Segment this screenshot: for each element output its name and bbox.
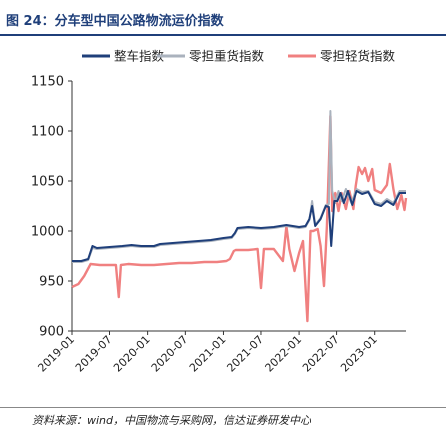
title-divider	[0, 34, 446, 36]
axes: 90095010001050110011502019-012019-072020…	[31, 75, 406, 375]
source-divider	[0, 407, 446, 408]
legend: 整车指数 零担重货指数 零担轻货指数	[82, 49, 396, 64]
series-line-1	[72, 190, 406, 262]
y-tick-label: 900	[39, 325, 64, 340]
y-tick-label: 1100	[31, 125, 64, 140]
chart-title: 图 24：分车型中国公路物流运价指数	[6, 14, 224, 29]
legend-label-1: 整车指数	[114, 49, 165, 64]
x-tick-label: 2022-07	[300, 333, 342, 375]
x-tick-label: 2022-01	[263, 333, 305, 375]
y-tick-label: 950	[39, 275, 64, 290]
x-tick-label: 2021-01	[187, 333, 229, 375]
x-tick-label: 2021-07	[224, 333, 266, 375]
y-tick-label: 1050	[31, 175, 64, 190]
legend-label-2: 零担重货指数	[189, 49, 265, 64]
source-note: 资料来源：wind，中国物流与采购网，信达证券研发中心	[32, 414, 312, 427]
y-tick-label: 1150	[31, 75, 64, 90]
x-tick-label: 2020-01	[111, 333, 153, 375]
line-chart: 整车指数 零担重货指数 零担轻货指数 900 950 1000 1050 1100 1150 2…	[31, 49, 408, 375]
legend-label-3: 零担轻货指数	[320, 49, 396, 64]
x-tick-label: 2020-07	[149, 333, 191, 375]
series-line-3	[71, 114, 408, 323]
y-tick-label: 1000	[31, 225, 64, 240]
x-tick-label: 2019-07	[73, 333, 115, 375]
x-tick-label: 2023-01	[338, 333, 380, 375]
series-group	[71, 110, 408, 323]
